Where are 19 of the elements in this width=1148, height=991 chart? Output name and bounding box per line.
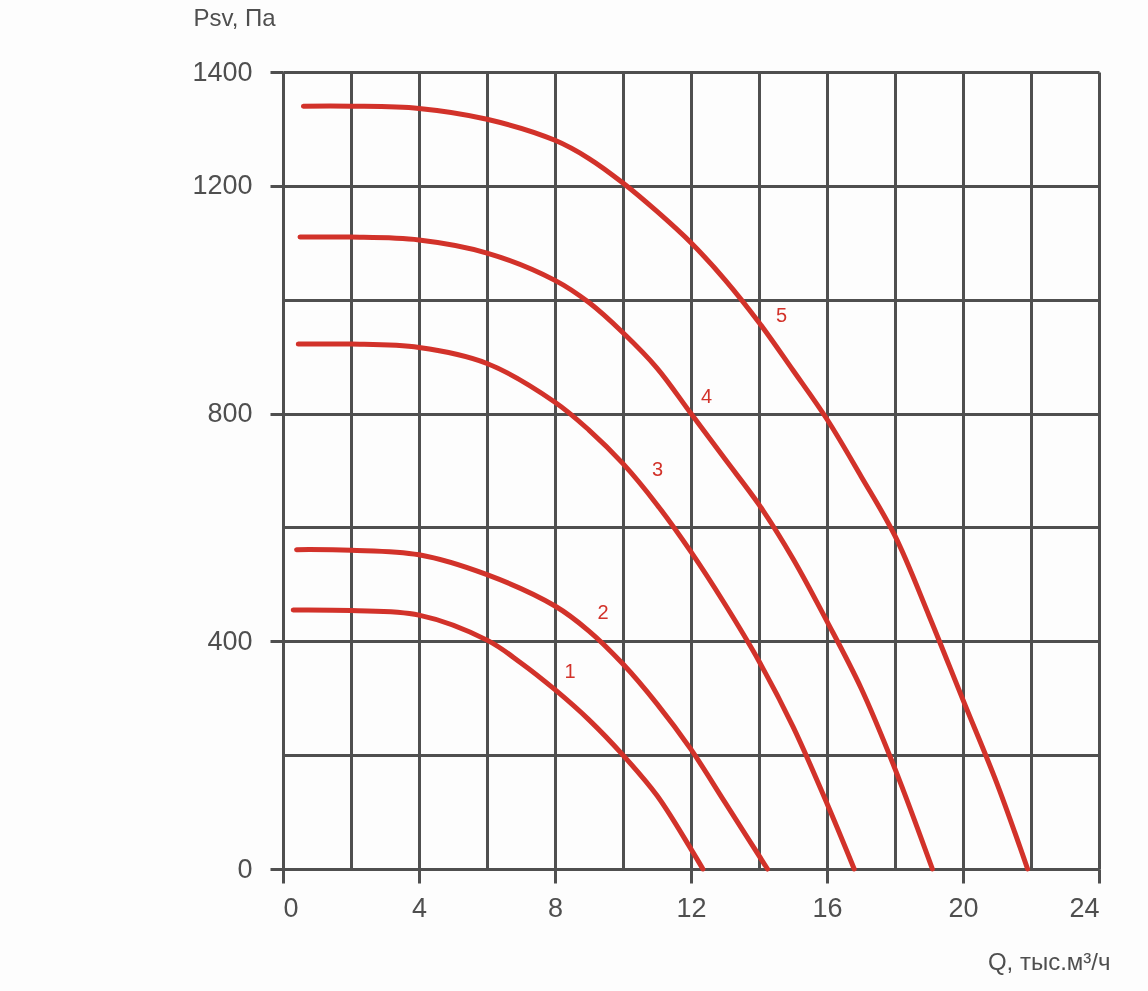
series-label: 2 (597, 600, 609, 623)
x-tick-label: 4 (411, 892, 428, 923)
y-tick-label: 1200 (192, 170, 253, 201)
x-tick-label: 12 (676, 892, 707, 923)
series-label: 3 (651, 457, 664, 480)
x-tick-label: 8 (547, 892, 564, 923)
x-tick-label: 20 (948, 892, 979, 923)
series-label: 4 (701, 385, 713, 408)
series-label: 5 (775, 303, 788, 326)
x-tick-label: 24 (1069, 892, 1100, 923)
x-tick-label: 0 (283, 892, 299, 923)
y-tick-label: 800 (207, 398, 253, 429)
y-tick-label: 1400 (192, 56, 253, 87)
y-tick-label: 400 (207, 625, 253, 656)
y-tick-label: 0 (237, 853, 253, 884)
series-label: 1 (564, 660, 576, 683)
x-tick-label: 16 (812, 892, 843, 923)
x-axis-title: Q, тыс.м³/ч (987, 947, 1111, 975)
y-axis-title: Psv, Па (193, 3, 277, 31)
